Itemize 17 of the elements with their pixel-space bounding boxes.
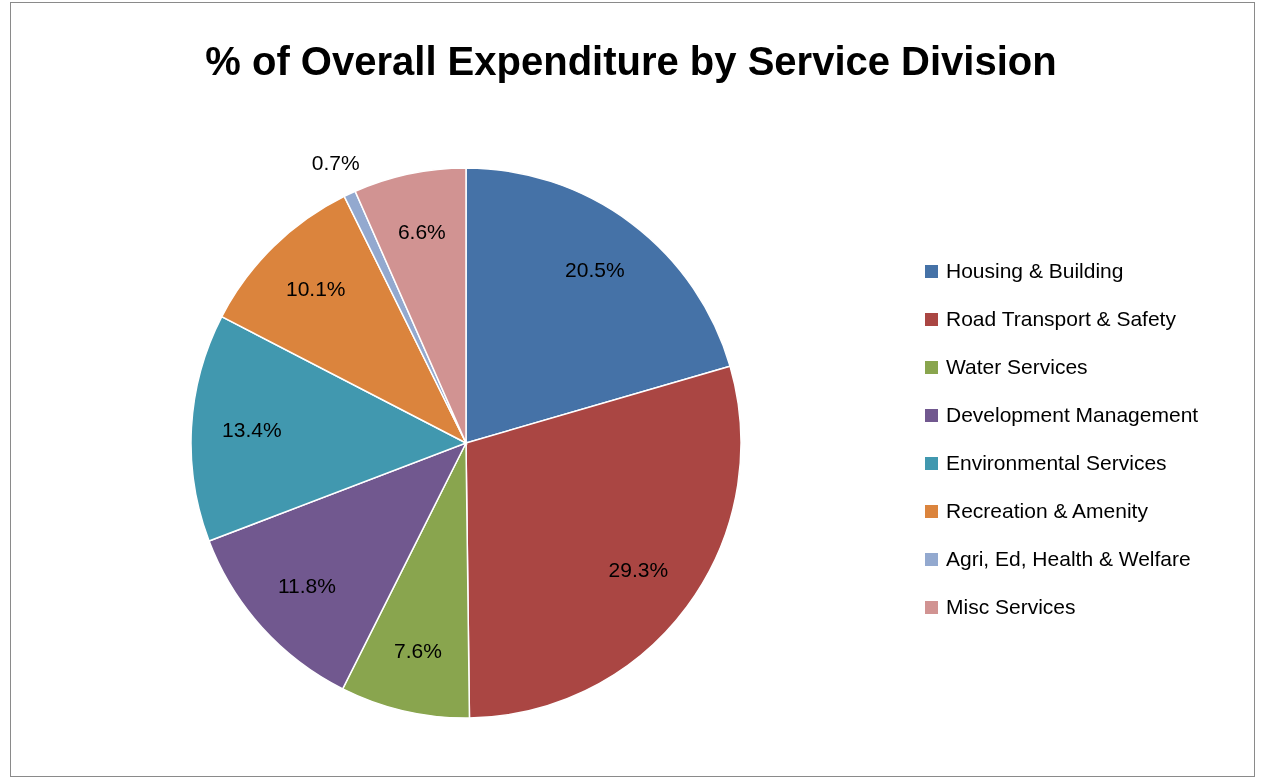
data-label: 10.1% bbox=[285, 276, 346, 300]
legend-label: Agri, Ed, Health & Welfare bbox=[946, 546, 1191, 570]
legend-label: Misc Services bbox=[946, 594, 1076, 618]
legend-label: Water Services bbox=[946, 354, 1088, 378]
chart-title: % of Overall Expenditure by Service Division bbox=[205, 39, 1057, 83]
data-label: 11.8% bbox=[277, 573, 336, 597]
data-label: 20.5% bbox=[565, 258, 625, 282]
legend-label: Recreation & Amenity bbox=[946, 498, 1149, 522]
data-label: 13.4% bbox=[222, 417, 282, 441]
legend-label: Road Transport & Safety bbox=[946, 306, 1177, 330]
data-label: 7.6% bbox=[393, 639, 442, 663]
data-label: 0.7% bbox=[311, 150, 360, 174]
legend-label: Development Management bbox=[946, 402, 1199, 426]
legend-label: Environmental Services bbox=[946, 450, 1167, 474]
legend-label: Housing & Building bbox=[946, 258, 1124, 282]
data-label: 29.3% bbox=[608, 557, 669, 581]
data-label: 6.6% bbox=[397, 220, 446, 244]
